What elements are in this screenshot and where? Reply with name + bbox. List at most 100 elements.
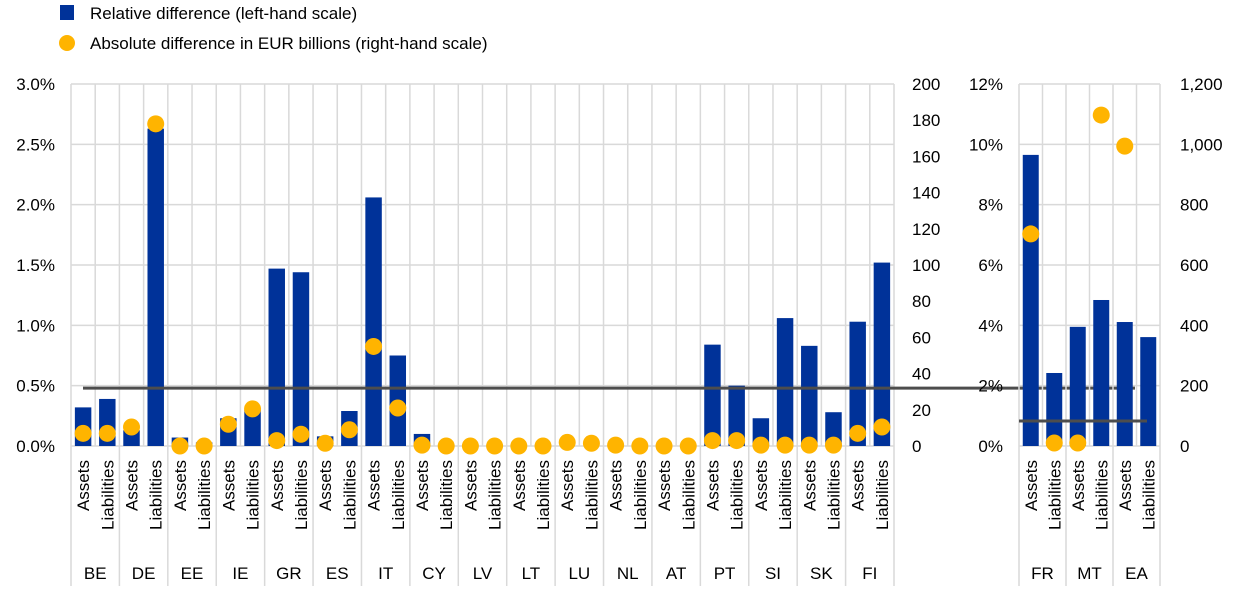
legend-bar-label: Relative difference (left-hand scale) — [90, 4, 357, 23]
bar-EA-liabilities — [1140, 337, 1157, 446]
country-label: SI — [765, 564, 781, 583]
left-axis-tick: 2% — [978, 377, 1003, 396]
sub-category-label: Assets — [607, 460, 626, 511]
sub-category-label: Assets — [413, 460, 432, 511]
dot-SK-liabilities — [824, 436, 842, 454]
left-axis-tick: 0.0% — [16, 437, 55, 456]
legend-dot-label: Absolute difference in EUR billions (rig… — [90, 34, 488, 53]
sub-category-label: Liabilities — [631, 460, 650, 530]
dot-IT-assets — [365, 337, 383, 355]
bar-FI-assets — [849, 321, 866, 446]
country-label: MT — [1077, 564, 1102, 583]
country-label: IE — [232, 564, 248, 583]
dot-EE-liabilities — [195, 437, 213, 455]
dot-DE-liabilities — [147, 115, 165, 133]
country-label: BE — [84, 564, 107, 583]
sub-category-label: Liabilities — [776, 460, 795, 530]
country-label: PT — [714, 564, 736, 583]
right-axis-tick: 800 — [1180, 196, 1208, 215]
dot-CY-liabilities — [437, 437, 455, 455]
bar-PT-liabilities — [728, 385, 745, 446]
dot-BE-assets — [74, 424, 92, 442]
dot-BE-liabilities — [98, 424, 116, 442]
sub-category-label: Liabilities — [486, 460, 505, 530]
dot-MT-liabilities — [1092, 106, 1110, 124]
bar-MT-assets — [1069, 326, 1086, 446]
dot-CY-assets — [413, 436, 431, 454]
sub-category-label: Liabilities — [244, 460, 263, 530]
bar-IT-assets — [365, 197, 382, 446]
country-label: EE — [181, 564, 204, 583]
country-label: NL — [617, 564, 639, 583]
sub-category-label: Assets — [510, 460, 529, 511]
sub-category-label: Assets — [268, 460, 287, 511]
sub-category-label: Liabilities — [679, 460, 698, 530]
bar-FI-liabilities — [873, 262, 891, 446]
dot-AT-assets — [655, 437, 673, 455]
dot-IE-assets — [219, 415, 237, 433]
right-axis-tick: 60 — [912, 328, 931, 347]
dot-FI-liabilities — [873, 418, 891, 436]
country-label: ES — [326, 564, 349, 583]
left-axis-tick: 3.0% — [16, 75, 55, 94]
sub-category-label: Assets — [74, 460, 93, 511]
sub-category-label: Liabilities — [340, 460, 359, 530]
dot-EE-assets — [171, 437, 189, 455]
dot-NL-liabilities — [631, 437, 649, 455]
right-axis-tick: 180 — [912, 111, 940, 130]
sub-category-label: Liabilities — [437, 460, 456, 530]
dot-LU-assets — [558, 433, 576, 451]
left-axis-tick: 0.5% — [16, 377, 55, 396]
sub-category-label: Assets — [703, 460, 722, 511]
dot-PT-assets — [703, 432, 721, 450]
dot-SI-liabilities — [776, 436, 794, 454]
bar-SI-liabilities — [776, 318, 794, 446]
country-label: FR — [1031, 564, 1054, 583]
sub-category-label: Assets — [461, 460, 480, 511]
right-axis-tick: 400 — [1180, 316, 1208, 335]
right-axis-tick: 140 — [912, 184, 940, 203]
sub-category-label: Assets — [655, 460, 674, 511]
country-label: LU — [568, 564, 590, 583]
bar-EA-assets — [1116, 322, 1133, 446]
left-axis-tick: 10% — [969, 135, 1003, 154]
dot-IE-liabilities — [244, 400, 262, 418]
right-axis-tick: 200 — [912, 75, 940, 94]
sub-category-label: Liabilities — [292, 460, 311, 530]
left-axis-tick: 0% — [978, 437, 1003, 456]
dot-LT-liabilities — [534, 437, 552, 455]
dot-PT-liabilities — [728, 432, 746, 450]
bar-IE-liabilities — [244, 409, 261, 446]
legend-bar-swatch — [60, 5, 74, 20]
dot-GR-liabilities — [292, 425, 310, 443]
sub-category-label: Assets — [1116, 460, 1135, 511]
right-axis-tick: 160 — [912, 147, 940, 166]
dot-SK-assets — [800, 436, 818, 454]
sub-category-label: Liabilities — [873, 460, 892, 530]
bar-SK-liabilities — [825, 412, 842, 446]
right-axis-tick: 40 — [912, 365, 931, 384]
bar-GR-liabilities — [292, 272, 310, 446]
sub-category-label: Assets — [123, 460, 142, 511]
right-axis-tick: 1,000 — [1180, 135, 1223, 154]
right-axis-tick: 0 — [1180, 437, 1189, 456]
dot-EA-assets — [1116, 137, 1134, 155]
right-axis-tick: 1,200 — [1180, 75, 1223, 94]
left-axis-tick: 8% — [978, 196, 1003, 215]
bar-FR-liabilities — [1046, 372, 1063, 446]
bar-SK-assets — [801, 345, 818, 446]
left-axis-tick: 1.0% — [16, 316, 55, 335]
right-axis-tick: 0 — [912, 437, 921, 456]
dot-LV-assets — [461, 437, 479, 455]
legend: Relative difference (left-hand scale) Ab… — [59, 4, 488, 53]
bar-MT-liabilities — [1093, 299, 1110, 446]
sub-category-label: Liabilities — [582, 460, 601, 530]
right-axis-tick: 120 — [912, 220, 940, 239]
country-label: DE — [132, 564, 156, 583]
bar-DE-liabilities — [147, 128, 164, 446]
sub-category-label: Assets — [849, 460, 868, 511]
dot-FR-liabilities — [1045, 434, 1063, 452]
country-label: LT — [522, 564, 541, 583]
dot-SI-assets — [752, 436, 770, 454]
legend-dot-swatch — [59, 35, 75, 51]
